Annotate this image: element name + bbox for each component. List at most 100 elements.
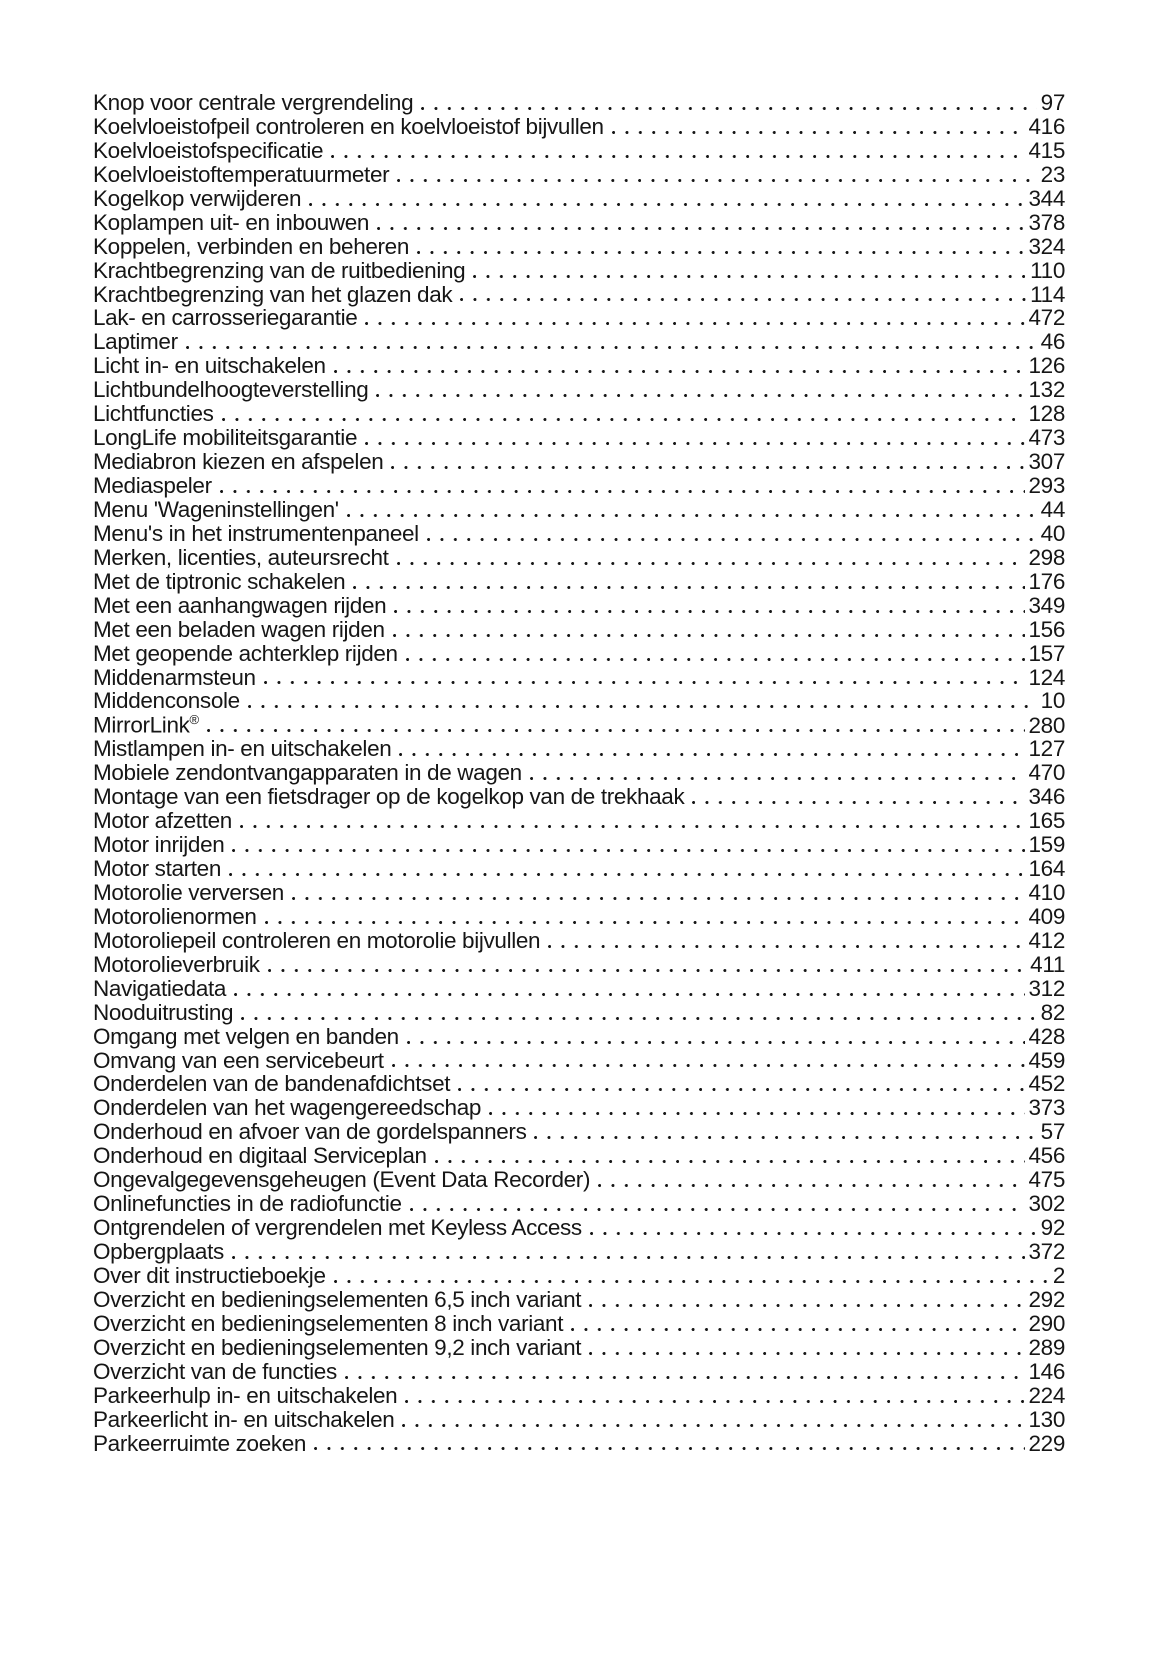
index-entry-page: 156 — [1028, 616, 1066, 642]
index-entry-row: Met een beladen wagen rijden 156 — [93, 616, 1066, 642]
index-entry-label: Navigatiedata — [93, 975, 227, 1001]
dot-leader — [221, 417, 1025, 423]
index-entry-label: Middenarmsteun — [93, 664, 256, 690]
dot-leader — [405, 656, 1025, 662]
dot-leader — [406, 1039, 1025, 1045]
dot-leader — [229, 871, 1025, 877]
index-entry-page: 97 — [1040, 90, 1066, 115]
index-entry-row: Knop voor centrale vergrendeling 97 — [93, 90, 1066, 115]
index-entry-row: Krachtbegrenzing van de ruitbediening 11… — [93, 257, 1065, 283]
index-entry-page: 157 — [1028, 640, 1066, 666]
index-entry-page: 289 — [1028, 1334, 1066, 1360]
index-list: Knop voor centrale vergrendeling 97 Koel… — [93, 90, 1066, 1456]
index-entry-row: Parkeerhulp in- en uitschakelen 224 — [93, 1382, 1065, 1408]
index-entry-label: Opbergplaats — [93, 1239, 224, 1264]
index-entry-row: Mobiele zendontvangapparaten in de wagen… — [93, 760, 1065, 785]
dot-leader — [529, 776, 1025, 782]
index-entry-label: Kogelkop verwijderen — [93, 185, 302, 211]
dot-leader — [365, 441, 1025, 447]
index-entry-label: Koelvloeistoftemperatuurmeter — [93, 161, 390, 187]
index-entry-row: Mistlampen in- en uitschakelen 127 — [93, 736, 1065, 761]
index-entry-label: Nooduitrusting — [93, 999, 234, 1025]
index-entry-page: 344 — [1028, 185, 1066, 211]
index-entry-page: 110 — [1030, 257, 1065, 283]
index-entry-label: Koelvloeistofpeil controleren en koelvlo… — [93, 113, 604, 139]
index-entry-label: Lichtbundelhoogteverstelling — [93, 377, 369, 403]
dot-leader — [264, 919, 1025, 925]
index-entry-page: 312 — [1028, 975, 1066, 1001]
index-entry-row: Koppelen, verbinden en beheren 324 — [93, 234, 1065, 259]
index-entry-label: Ongevalgegevensgeheugen (Event Data Reco… — [93, 1167, 591, 1193]
index-entry-page: 293 — [1028, 473, 1066, 498]
index-entry-row: Onderdelen van het wagengereedschap 373 — [93, 1095, 1066, 1121]
index-entry-label: MirrorLink® — [93, 712, 200, 738]
dot-leader — [589, 1302, 1025, 1308]
index-entry-label: Overzicht en bedieningselementen 8 inch … — [93, 1310, 564, 1336]
index-entry-page: 475 — [1028, 1167, 1066, 1193]
index-entry-row: Laptimer 46 — [93, 329, 1065, 355]
index-entry-row: Parkeerruimte zoeken 229 — [93, 1431, 1065, 1456]
index-entry-label: Omvang van een servicebeurt — [93, 1047, 384, 1073]
index-entry-label: Overzicht en bedieningselementen 9,2 inc… — [93, 1334, 582, 1360]
index-entry-page: 23 — [1040, 161, 1066, 187]
index-entry-row: Menu 'Wageninstellingen' 44 — [93, 497, 1065, 522]
index-entry-label: Parkeerhulp in- en uitschakelen — [93, 1382, 398, 1408]
index-entry-page: 307 — [1028, 449, 1066, 475]
index-entry-page: 92 — [1040, 1215, 1066, 1241]
index-entry-row: Onderhoud en digitaal Serviceplan 456 — [93, 1143, 1065, 1169]
index-entry-row: Navigatiedata 312 — [93, 975, 1066, 1001]
index-entry-row: Omvang van een servicebeurt 459 — [93, 1047, 1065, 1073]
index-entry-page: 415 — [1028, 137, 1066, 163]
dot-leader — [611, 129, 1025, 135]
index-entry-row: Middenconsole 10 — [93, 688, 1065, 713]
index-entry-label: Onderdelen van het wagengereedschap — [93, 1095, 482, 1121]
index-entry-label: Merken, licenties, auteursrecht — [93, 544, 389, 570]
index-entry-page: 372 — [1028, 1239, 1066, 1264]
dot-leader — [185, 345, 1037, 351]
dot-leader — [377, 225, 1025, 231]
index-entry-page: 412 — [1028, 927, 1066, 953]
dot-leader — [399, 752, 1025, 758]
index-entry-label: Met de tiptronic schakelen — [93, 568, 346, 594]
index-entry-page: 378 — [1028, 209, 1066, 235]
index-entry-page: 373 — [1028, 1095, 1066, 1121]
index-entry-row: Koelvloeistoftemperatuurmeter 23 — [93, 161, 1066, 187]
dot-leader — [353, 584, 1025, 590]
dot-leader — [460, 297, 1027, 303]
index-entry-page: 57 — [1040, 1119, 1066, 1145]
index-entry-row: Over dit instructieboekje 2 — [93, 1263, 1065, 1288]
index-entry-page: 128 — [1028, 401, 1066, 427]
dot-leader — [391, 465, 1025, 470]
index-entry-page: 176 — [1028, 568, 1066, 594]
index-entry-label: Overzicht en bedieningselementen 6,5 inc… — [93, 1286, 582, 1312]
index-entry-row: Licht in- en uitschakelen 126 — [93, 353, 1065, 378]
index-entry-row: Lak- en carrosseriegarantie 472 — [93, 305, 1066, 331]
dot-leader — [231, 1254, 1025, 1260]
dot-leader — [417, 249, 1025, 255]
dot-leader — [376, 393, 1025, 399]
dot-leader — [589, 1350, 1025, 1356]
dot-leader — [291, 895, 1025, 901]
dot-leader — [409, 1207, 1025, 1213]
index-entry-label: Krachtbegrenzing van het glazen dak — [93, 281, 453, 307]
dot-leader — [589, 1231, 1037, 1236]
index-entry-row: Krachtbegrenzing van het glazen dak 114 — [93, 281, 1065, 307]
index-entry-row: Merken, licenties, auteursrecht 298 — [93, 544, 1066, 570]
index-entry-page: 346 — [1028, 784, 1066, 810]
index-entry-label: LongLife mobiliteitsgarantie — [93, 425, 358, 451]
index-entry-row: Motorolieverbruik 411 — [93, 952, 1065, 977]
index-entry-label: Met een beladen wagen rijden — [93, 616, 385, 642]
index-entry-row: Motor starten 164 — [93, 856, 1065, 881]
dot-leader — [598, 1183, 1025, 1189]
index-entry-label: Onderhoud en digitaal Serviceplan — [93, 1143, 427, 1169]
index-entry-label: Laptimer — [93, 329, 178, 355]
index-entry-row: Koplampen uit- en inbouwen 378 — [93, 209, 1066, 235]
index-entry-label: Lichtfuncties — [93, 401, 214, 427]
index-entry-row: Overzicht en bedieningselementen 6,5 inc… — [93, 1286, 1065, 1312]
index-entry-page: 472 — [1028, 305, 1066, 331]
index-entry-page: 298 — [1028, 544, 1066, 570]
index-entry-label: Montage van een fietsdrager op de kogelk… — [93, 784, 685, 810]
dot-leader — [365, 321, 1025, 327]
index-entry-page: 82 — [1040, 999, 1066, 1025]
index-entry-row: Nooduitrusting 82 — [93, 999, 1066, 1025]
